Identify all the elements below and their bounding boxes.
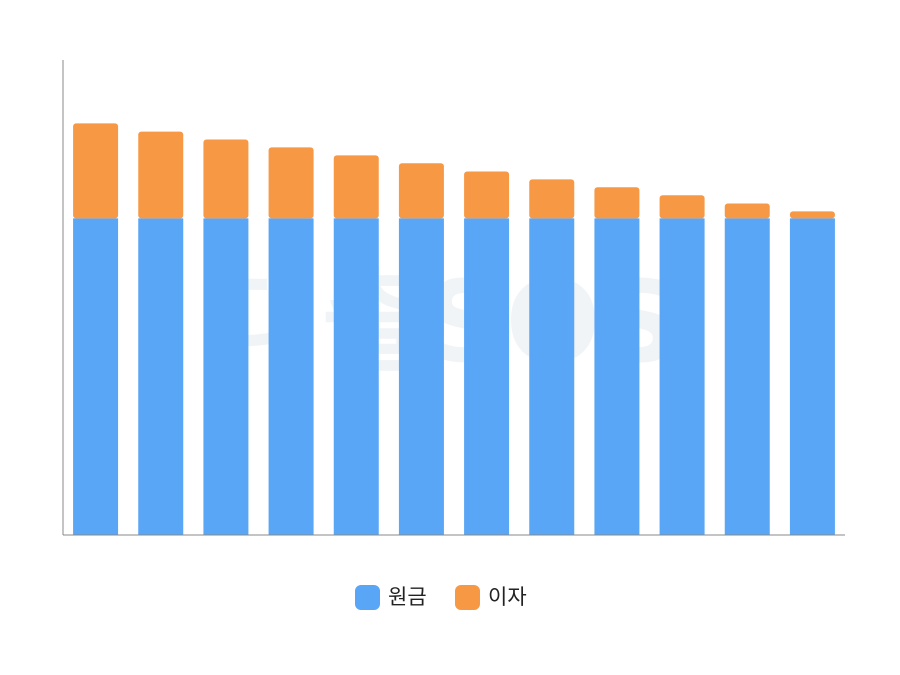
bar-segment [789,211,835,219]
bar-segment [333,218,379,536]
bar-segment [203,218,249,536]
bar-segment [724,218,770,536]
bar-segment [529,179,575,219]
bar-segment [333,155,379,219]
bar-segment [724,203,770,219]
bar-segment [73,218,119,536]
bar-segment [594,218,640,536]
bar-segment [138,218,184,536]
legend-label: 이자 [488,585,527,609]
bar-segment [138,131,184,219]
bar-segment [268,218,314,536]
bar-segment [203,139,249,219]
bar-segment [594,187,640,219]
bar-segment [398,218,444,536]
legend-swatch [355,585,380,610]
bar-segment [73,123,119,219]
bar-segment [464,218,510,536]
legend-swatch [455,585,480,610]
bar-segment [659,218,705,536]
bar-segment [789,218,835,536]
bar-segment [268,147,314,219]
bar-segment [529,218,575,536]
bar-segment [659,195,705,219]
legend-label: 원금 [388,585,427,609]
bar-segment [464,171,510,219]
bar-segment [398,163,444,219]
